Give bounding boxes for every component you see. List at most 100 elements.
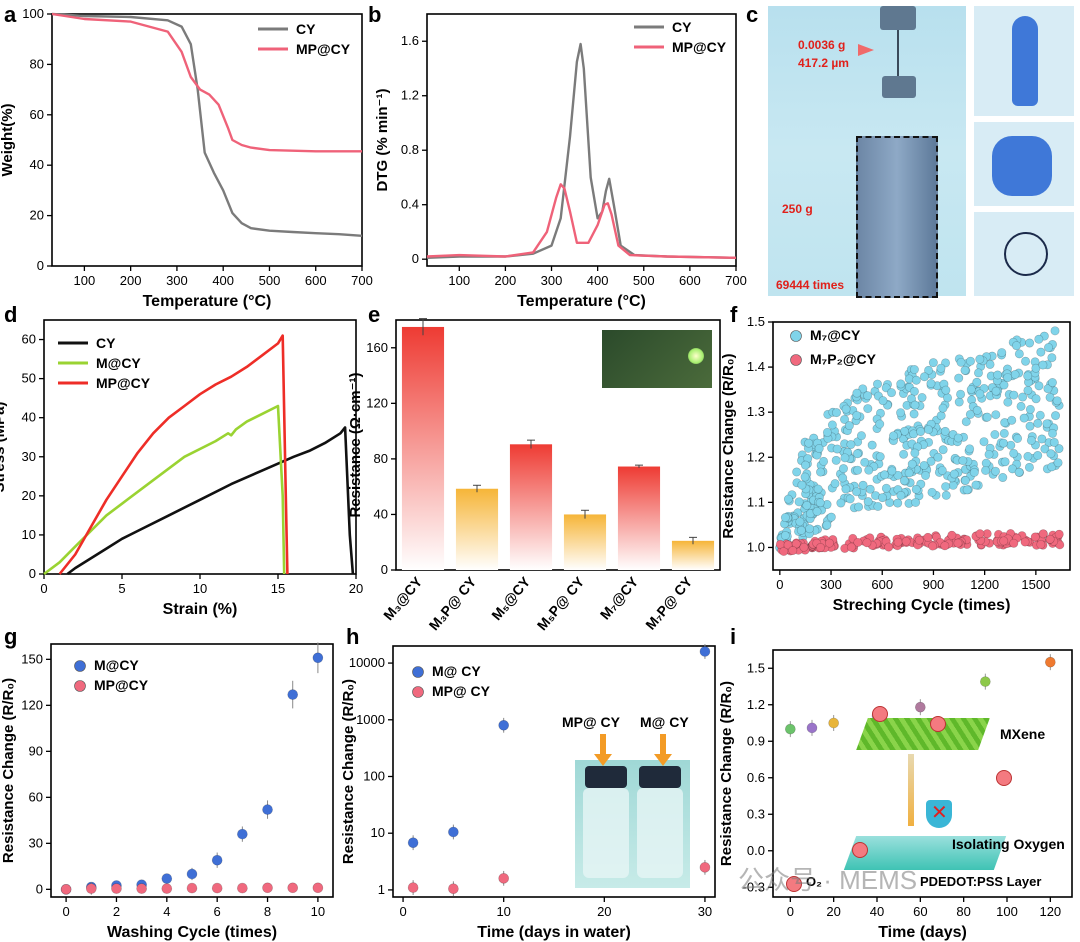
- data-point-f-0: [958, 456, 968, 466]
- data-point-f-0: [919, 372, 929, 382]
- y-tick-label-d: 60: [22, 332, 36, 347]
- data-point-f-0: [831, 455, 841, 465]
- y-tick-label-i: 1.2: [747, 697, 765, 712]
- led-glow-icon: [688, 348, 704, 364]
- panel-letter-h: h: [346, 624, 360, 649]
- bar-0: [401, 326, 445, 570]
- legend-label-f: M₇P₂@CY: [810, 351, 877, 367]
- y-tick-label-g: 90: [29, 743, 43, 758]
- data-point-f-0: [867, 440, 877, 450]
- data-point-f-0: [795, 517, 805, 527]
- y-tick-label-g: 60: [29, 789, 43, 804]
- data-point-f-0: [965, 444, 975, 454]
- y-tick-label-g: 30: [29, 835, 43, 850]
- data-point-f-0: [841, 484, 851, 494]
- y-tick-label-e: 40: [374, 506, 388, 521]
- data-point-f-0: [1047, 462, 1057, 472]
- data-point-f-0: [1025, 404, 1035, 414]
- y-tick-label-a: 40: [30, 157, 44, 172]
- data-point-f-0: [998, 438, 1008, 448]
- weight-text: 0.0036 g: [798, 38, 846, 52]
- data-point-h-1: [448, 883, 459, 895]
- y-axis-title-e: Resistance (Ω·cm⁻¹): [347, 373, 364, 518]
- data-point-f-0: [896, 379, 906, 389]
- data-point-f-0: [910, 448, 920, 458]
- data-point-f-1: [953, 538, 963, 548]
- vial-right-cap: [639, 766, 681, 788]
- data-point-f-0: [1044, 343, 1054, 353]
- data-point-f-0: [921, 470, 931, 480]
- y-tick-label-d: 0: [29, 566, 36, 581]
- x-tick-label-i: 40: [870, 904, 884, 919]
- data-point-g-1: [161, 883, 173, 894]
- load-text: 250 g: [782, 202, 813, 216]
- plot-frame-i: [772, 649, 1073, 898]
- x-tick-label-g: 0: [62, 904, 69, 919]
- data-point-f-1: [1020, 537, 1030, 547]
- data-point-f-0: [840, 414, 850, 424]
- glove-hand: [992, 136, 1052, 196]
- category-label-0: M₃@CY: [380, 573, 426, 623]
- data-point-f-0: [800, 460, 810, 470]
- data-point-f-0: [812, 507, 822, 517]
- data-point-f-0: [1053, 458, 1063, 468]
- panel-letter-d: d: [4, 302, 18, 327]
- plot-h: 0 10 20 30 1 10 100 1000 10000 Time (days in wate…: [340, 644, 716, 941]
- data-point-f-0: [990, 430, 1000, 440]
- data-point-f-0: [991, 410, 1001, 420]
- plot-f: 0 300 600 900 1200 1500 1.0 1.1 1.2 1.3 1.4 1.5 Stre…: [720, 314, 1071, 614]
- data-point-f-0: [953, 433, 963, 443]
- data-point-g-0: [312, 652, 324, 664]
- data-point-f-0: [838, 464, 848, 474]
- data-point-f-0: [956, 389, 966, 399]
- category-label-2: M₅@CY: [488, 573, 534, 623]
- y-tick-label-i: 0.9: [747, 733, 765, 748]
- data-point-f-0: [863, 391, 873, 401]
- data-point-f-0: [802, 500, 812, 510]
- data-point-f-0: [783, 494, 793, 504]
- data-point-f-1: [862, 538, 872, 548]
- x-tick-label-b: 300: [541, 273, 563, 288]
- y-tick-label-i: 0.6: [747, 770, 765, 785]
- data-point-f-0: [1040, 444, 1050, 454]
- data-point-f-0: [911, 375, 921, 385]
- data-point-f-0: [899, 449, 909, 459]
- data-point-f-0: [881, 383, 891, 393]
- y-tick-label-f: 1.4: [747, 359, 765, 374]
- x-tick-label-i: 0: [787, 904, 794, 919]
- data-point-f-0: [852, 411, 862, 421]
- x-tick-label-b: 700: [725, 273, 747, 288]
- data-point-f-0: [780, 513, 790, 523]
- data-point-f-0: [1014, 349, 1024, 359]
- data-point-f-0: [841, 404, 851, 414]
- data-point-i-6: [1045, 656, 1056, 668]
- x-tick-label-g: 4: [163, 904, 170, 919]
- data-point-f-0: [965, 356, 975, 366]
- arrow-down-icon-left: [600, 734, 606, 756]
- x-tick-label-g: 2: [113, 904, 120, 919]
- y-tick-label-d: 20: [22, 488, 36, 503]
- legend-label-f: M₇@CY: [810, 327, 861, 343]
- x-tick-label-h: 10: [496, 904, 510, 919]
- data-point-f-0: [975, 354, 985, 364]
- data-point-g-1: [85, 883, 97, 894]
- data-point-f-0: [999, 428, 1009, 438]
- data-point-f-1: [884, 542, 894, 552]
- data-point-f-0: [993, 370, 1003, 380]
- data-point-f-0: [838, 473, 848, 483]
- data-point-f-0: [938, 403, 948, 413]
- data-point-f-0: [972, 377, 982, 387]
- data-point-f-0: [887, 466, 897, 476]
- data-point-f-0: [1025, 421, 1035, 431]
- data-point-g-0: [287, 689, 299, 700]
- y-axis-title-b: DTG (% min⁻¹): [374, 89, 391, 192]
- y-tick-label-e: 80: [374, 451, 388, 466]
- data-point-f-0: [928, 358, 938, 368]
- oxygen-molecule-icon-3: [996, 770, 1012, 786]
- data-point-f-0: [943, 393, 953, 403]
- data-point-i-4: [915, 701, 926, 713]
- data-point-f-0: [1025, 338, 1035, 348]
- data-point-f-0: [1016, 401, 1026, 411]
- data-point-f-1: [1038, 529, 1048, 539]
- y-tick-label-d: 10: [22, 527, 36, 542]
